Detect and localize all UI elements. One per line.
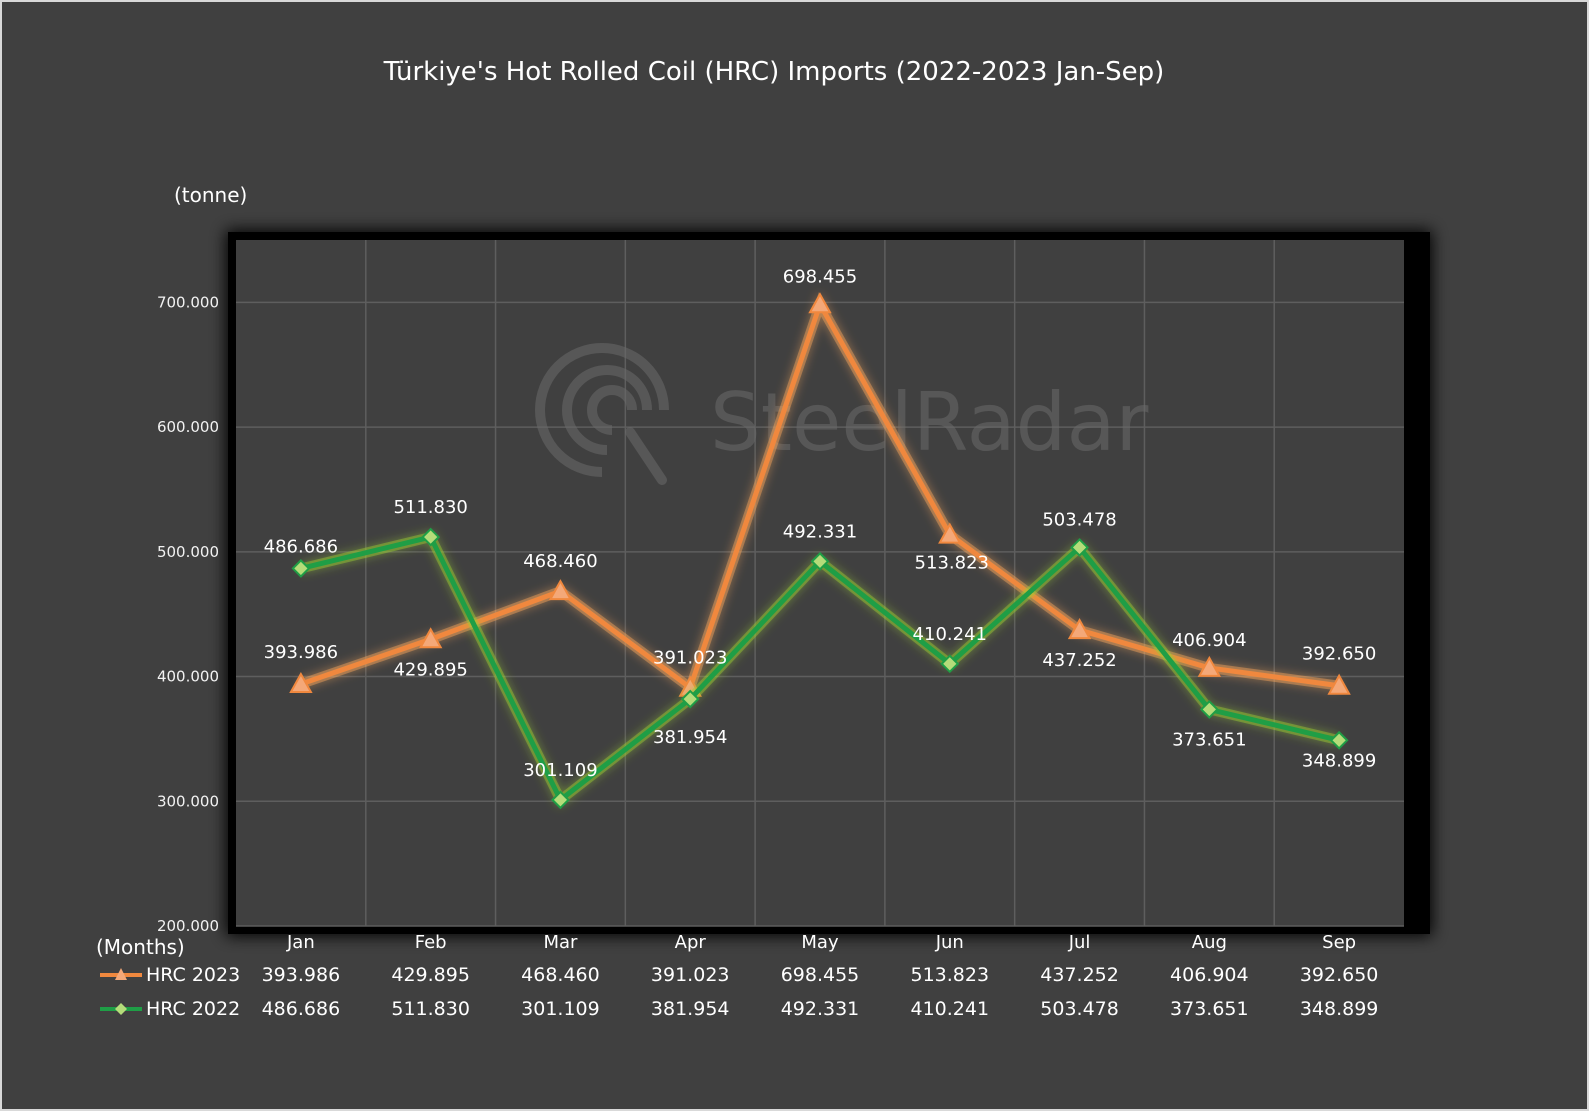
x-tick-label: Feb [415,932,447,953]
data-point-marker [1199,699,1219,719]
y-tick-label: 200.000 [157,917,219,935]
data-point-marker [1327,673,1351,695]
data-label: 486.686 [264,536,338,557]
data-table-cell: 437.252 [1040,964,1119,986]
x-tick-label: Aug [1192,932,1227,953]
data-table-cell: 468.460 [521,964,600,986]
data-table-cell: 698.455 [781,964,860,986]
data-point-marker [418,627,443,649]
data-label: 393.986 [264,642,338,663]
data-label: 381.954 [653,727,727,748]
x-tick-label: Jun [935,932,964,953]
data-point-marker [940,654,960,674]
data-label: 410.241 [913,624,987,645]
data-point-marker [548,579,573,601]
data-point-marker [289,671,313,694]
y-axis: 200.000 300.000 400.000 500.000 600.000 700.0… [157,293,219,935]
data-point-marker [938,522,962,544]
legend-triangle-icon [115,968,127,980]
y-axis-unit-label: (tonne) [174,183,247,207]
data-table-cell: 301.109 [521,998,600,1020]
data-label: 511.830 [393,497,467,518]
data-point-marker [421,527,441,547]
legend-series-name: HRC 2022 [146,998,240,1020]
radar-logo-icon [535,343,669,485]
data-table-row: HRC 2022 486.686 511.830 301.109 381.954 492.… [100,998,1378,1020]
data-label: 406.904 [1172,630,1246,651]
data-point-marker [1067,618,1092,640]
data-point-marker [808,292,832,314]
data-label: 392.650 [1302,644,1376,665]
x-axis-label: (Months) [96,935,185,959]
data-label: 391.023 [653,648,727,669]
data-table: HRC 2023 393.986 429.895 468.460 391.023 698.… [100,964,1378,1020]
data-point-marker [551,790,570,810]
x-tick-label: May [801,932,839,953]
data-table-cell: 373.651 [1170,998,1249,1020]
data-labels-layer: 393.986 429.895 468.460 391.023 698.455 513.8… [264,266,1377,781]
series-hrc-2022 [291,527,1349,810]
data-table-cell: 503.478 [1040,998,1119,1020]
data-point-marker [680,689,700,709]
data-point-marker [291,559,311,578]
data-label: 373.651 [1172,729,1246,750]
data-label: 429.895 [393,659,467,680]
data-point-marker [1197,655,1222,677]
plot-area [236,240,1404,926]
data-label: 492.331 [783,521,857,542]
series-layer [289,292,1351,810]
data-label: 468.460 [523,551,597,572]
data-table-cell: 492.331 [781,998,860,1020]
data-table-cell: 486.686 [262,998,341,1020]
data-table-cell: 392.650 [1300,964,1379,986]
chart-title: Türkiye's Hot Rolled Coil (HRC) Imports … [383,57,1165,87]
x-axis: Jan Feb Mar Apr May Jun Jul Aug Sep [286,932,1356,953]
data-table-cell: 406.904 [1170,964,1249,986]
data-label: 437.252 [1042,650,1116,671]
data-label: 513.823 [915,553,989,574]
data-table-cell: 511.830 [391,998,470,1020]
data-table-cell: 513.823 [910,964,989,986]
x-tick-label: Mar [543,932,578,953]
x-tick-label: Jan [286,932,315,953]
legend-series-name: HRC 2023 [146,964,240,986]
data-label: 301.109 [523,760,597,781]
data-table-cell: 429.895 [391,964,470,986]
y-tick-label: 500.000 [157,543,219,561]
data-table-cell: 348.899 [1300,998,1379,1020]
data-table-cell: 393.986 [262,964,341,986]
legend-diamond-icon [115,1003,127,1015]
data-point-marker [1070,538,1089,557]
y-tick-label: 600.000 [157,418,219,436]
data-table-row: HRC 2023 393.986 429.895 468.460 391.023 698.… [100,964,1378,986]
x-tick-label: Jul [1068,932,1091,953]
data-label: 698.455 [783,266,857,287]
data-label: 503.478 [1042,509,1116,530]
y-tick-label: 300.000 [157,792,219,810]
data-point-marker [1329,730,1349,750]
x-tick-label: Apr [675,932,707,953]
y-tick-label: 400.000 [157,668,219,686]
data-table-cell: 391.023 [651,964,730,986]
y-tick-label: 700.000 [157,293,219,311]
data-point-marker [810,551,830,571]
data-table-cell: 410.241 [910,998,989,1020]
data-table-cell: 381.954 [651,998,730,1020]
x-tick-label: Sep [1322,932,1356,953]
data-label: 348.899 [1302,750,1376,771]
